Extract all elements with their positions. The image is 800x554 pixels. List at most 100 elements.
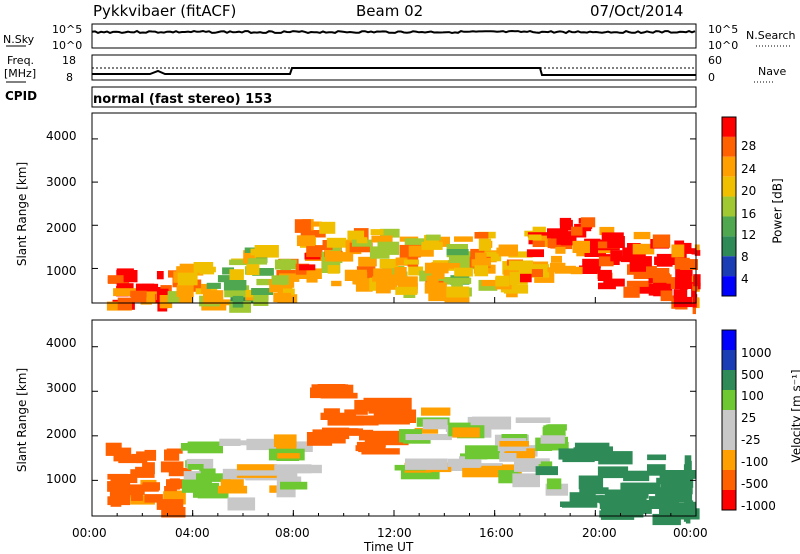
power-ytick-1000: 1000	[46, 264, 77, 278]
velocity-cell	[183, 471, 201, 483]
power-cell	[626, 280, 651, 287]
velocity-cell	[597, 466, 629, 479]
power-cell	[478, 238, 492, 251]
date-label: 07/Oct/2014	[590, 2, 684, 20]
power-cell	[252, 268, 274, 276]
nsearch-tick-bottom: 10^0	[708, 39, 739, 52]
velocity-cell	[647, 464, 666, 476]
velocity-cell	[686, 512, 690, 518]
power-cell	[680, 278, 689, 290]
xtick-2: 08:00	[275, 526, 310, 540]
velocity-cell	[623, 470, 650, 482]
power-cell	[229, 259, 254, 266]
power-colorbar-band	[722, 216, 736, 237]
velocity-cell	[277, 470, 298, 482]
power-cell	[348, 231, 359, 240]
nsky-label: N.Sky	[3, 33, 35, 46]
velocity-cell	[118, 455, 143, 464]
power-cell	[646, 268, 670, 276]
velocity-colorbar-band	[722, 470, 736, 490]
power-cell	[508, 260, 534, 271]
power-cell	[135, 283, 155, 292]
beam-label: Beam 02	[356, 2, 424, 20]
freq-trace	[92, 67, 696, 76]
velocity-cell	[220, 479, 244, 487]
velocity-cell	[683, 464, 690, 471]
velocity-cell	[363, 397, 412, 412]
power-colorbar-band	[722, 156, 736, 177]
velocity-cell	[599, 510, 644, 518]
power-cell	[580, 217, 596, 228]
nsky-tick-top: 10^5	[52, 23, 83, 36]
velocity-cell	[608, 500, 656, 509]
velocity-cell	[467, 416, 500, 428]
power-cell	[571, 226, 583, 236]
velocity-cell	[317, 384, 346, 390]
power-cell	[447, 260, 461, 269]
velocity-cell	[546, 478, 562, 490]
velocity-cell	[686, 493, 693, 504]
power-cell	[508, 251, 533, 258]
cpid-panel	[91, 86, 697, 108]
velocity-colorbar-band	[722, 450, 736, 470]
power-cell	[424, 262, 449, 274]
power-cell	[251, 288, 274, 295]
velocity-cell	[578, 475, 604, 490]
xtick-5: 20:00	[582, 526, 617, 540]
velocity-cell	[246, 438, 291, 451]
power-cell	[579, 265, 601, 274]
power-cell	[691, 248, 697, 255]
power-cell	[307, 221, 322, 227]
power-cell	[555, 247, 566, 254]
xtick-1: 04:00	[175, 526, 210, 540]
velocity-cell	[659, 502, 688, 514]
velocity-colorbar-band	[722, 410, 736, 430]
power-colorbar-band	[722, 117, 736, 137]
power-cell	[556, 238, 572, 245]
velocity-heatmap	[105, 384, 700, 526]
velocity-cell	[358, 443, 385, 453]
power-colorbar-band	[722, 236, 736, 257]
power-cell	[299, 264, 316, 271]
velocity-cell	[652, 513, 681, 526]
velocity-colorbar-frame	[721, 329, 737, 511]
velocity-cell	[186, 458, 214, 469]
power-cell	[177, 272, 198, 286]
velocity-colorbar-band	[722, 430, 736, 450]
power-cell	[377, 241, 400, 255]
xtick-3: 12:00	[377, 526, 412, 540]
velocity-cell	[574, 442, 610, 455]
velocity-cell	[599, 495, 644, 505]
power-cell	[653, 283, 671, 291]
power-cell	[477, 251, 502, 262]
power-cell	[652, 234, 671, 248]
vel-ytick-4000: 4000	[46, 336, 77, 350]
velocity-cell	[364, 433, 409, 446]
power-cell	[332, 252, 354, 262]
power-cell	[421, 241, 443, 250]
velocity-cell	[452, 427, 480, 438]
power-cell	[300, 230, 326, 238]
velocity-cell	[197, 489, 229, 499]
velocity-cell	[232, 470, 280, 476]
power-cell	[694, 298, 700, 309]
power-cell	[654, 256, 677, 265]
power-cell	[206, 282, 221, 289]
power-colorbar-band	[722, 196, 736, 217]
power-cell	[692, 301, 696, 315]
power-cell	[222, 267, 234, 275]
velocity-cell	[598, 451, 633, 465]
power-cell	[280, 258, 291, 271]
power-colorbar-frame	[721, 116, 737, 297]
power-colorbar	[721, 116, 737, 297]
velocity-cell	[144, 449, 157, 461]
velocity-cell	[687, 460, 692, 472]
vel-cbar-m1000: -1000	[741, 499, 776, 513]
power-cell	[379, 258, 399, 269]
velocity-colorbar	[721, 329, 737, 511]
power-cell	[431, 268, 445, 279]
power-cell	[550, 262, 566, 271]
axis-ticks	[91, 138, 697, 516]
power-cell	[474, 232, 489, 239]
radar-title: Pykkvibaer (fitACF)	[93, 2, 237, 20]
